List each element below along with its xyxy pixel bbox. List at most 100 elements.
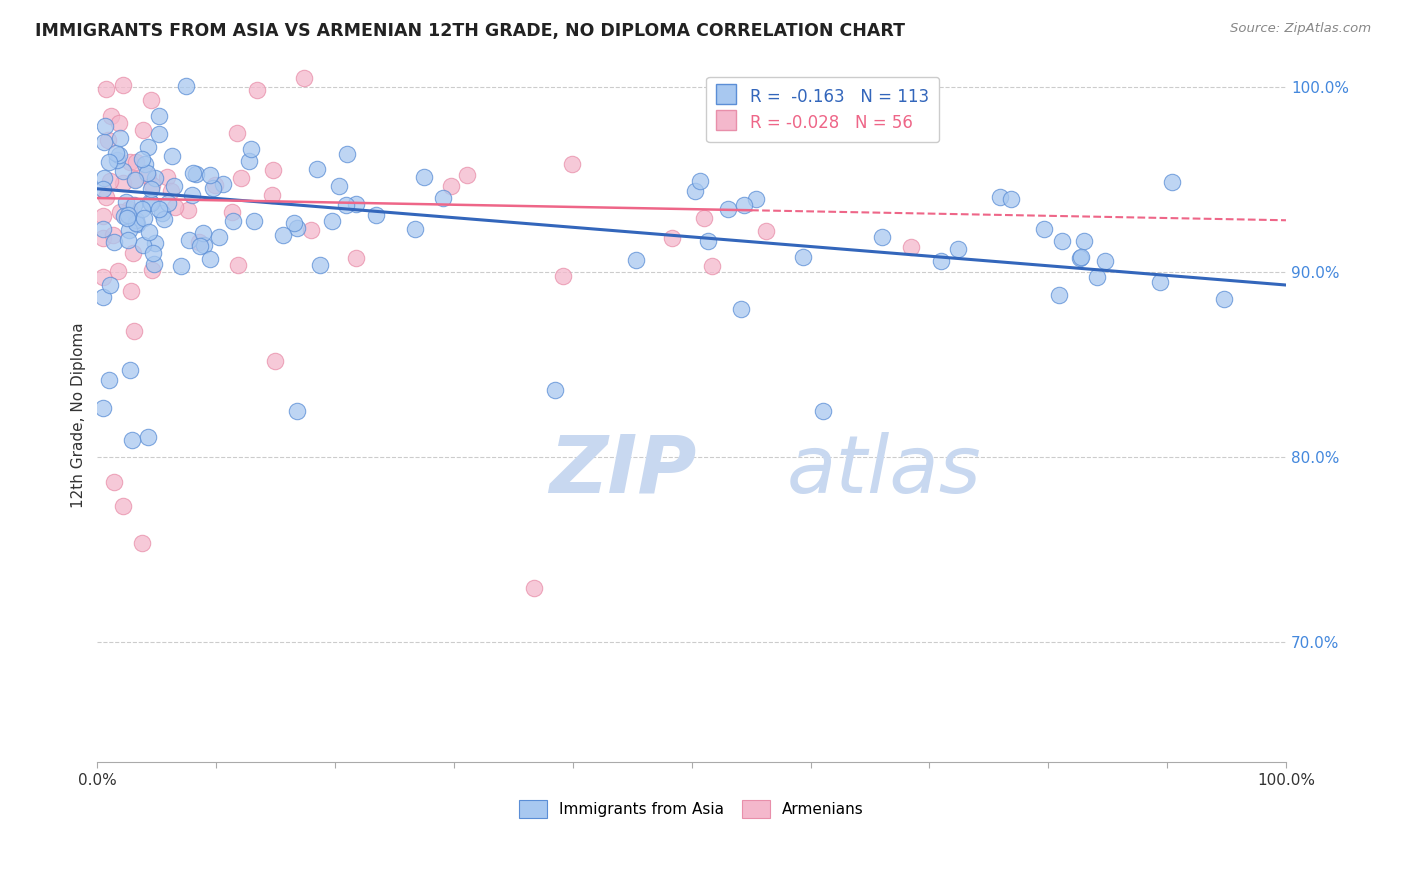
Point xyxy=(404,221,426,235)
Point xyxy=(328,178,350,193)
Point xyxy=(285,403,308,417)
Point xyxy=(138,225,160,239)
Point xyxy=(141,195,163,210)
Point xyxy=(1069,251,1091,265)
Point xyxy=(121,433,143,447)
Point xyxy=(170,259,193,273)
Point xyxy=(148,109,170,123)
Point xyxy=(122,324,145,338)
Point xyxy=(299,223,322,237)
Point xyxy=(98,278,121,293)
Point xyxy=(122,198,145,212)
Point xyxy=(118,363,141,377)
Point xyxy=(321,214,343,228)
Point xyxy=(292,70,315,85)
Point xyxy=(124,172,146,186)
Point xyxy=(165,200,187,214)
Point xyxy=(344,197,367,211)
Point xyxy=(148,202,170,216)
Point xyxy=(305,161,328,176)
Point xyxy=(661,231,683,245)
Point xyxy=(142,257,165,271)
Point xyxy=(696,234,718,248)
Point xyxy=(120,285,142,299)
Point xyxy=(553,268,575,283)
Point xyxy=(229,171,252,186)
Point xyxy=(946,242,969,256)
Point xyxy=(198,252,221,267)
Point xyxy=(105,145,128,160)
Point xyxy=(163,179,186,194)
Point xyxy=(811,404,834,418)
Point xyxy=(262,188,284,202)
Point xyxy=(93,171,115,186)
Point xyxy=(131,536,153,550)
Point xyxy=(94,120,117,134)
Point xyxy=(103,235,125,249)
Point xyxy=(150,206,173,220)
Point xyxy=(103,228,125,243)
Point xyxy=(1094,254,1116,268)
Point xyxy=(212,177,235,191)
Point xyxy=(176,202,198,217)
Point xyxy=(118,155,141,169)
Point xyxy=(181,188,204,202)
Point xyxy=(91,209,114,223)
Point xyxy=(226,126,249,140)
Point xyxy=(100,109,122,123)
Point xyxy=(121,245,143,260)
Point xyxy=(124,173,146,187)
Text: IMMIGRANTS FROM ASIA VS ARMENIAN 12TH GRADE, NO DIPLOMA CORRELATION CHART: IMMIGRANTS FROM ASIA VS ARMENIAN 12TH GR… xyxy=(35,22,905,40)
Point xyxy=(108,116,131,130)
Point xyxy=(141,93,163,107)
Point xyxy=(929,254,952,268)
Point xyxy=(91,182,114,196)
Point xyxy=(138,140,160,154)
Point xyxy=(125,212,148,227)
Point xyxy=(755,224,778,238)
Point xyxy=(98,155,121,169)
Point xyxy=(134,157,156,171)
Point xyxy=(285,221,308,235)
Point xyxy=(94,82,117,96)
Text: Source: ZipAtlas.com: Source: ZipAtlas.com xyxy=(1230,22,1371,36)
Point xyxy=(108,148,131,162)
Point xyxy=(100,174,122,188)
Point xyxy=(91,222,114,236)
Point xyxy=(193,238,215,252)
Point xyxy=(544,384,567,398)
Point xyxy=(226,258,249,272)
Point xyxy=(103,475,125,489)
Point xyxy=(131,152,153,166)
Point xyxy=(262,163,284,178)
Point xyxy=(792,250,814,264)
Point xyxy=(1070,251,1092,265)
Point xyxy=(413,169,436,184)
Point xyxy=(98,373,121,387)
Legend: Immigrants from Asia, Armenians: Immigrants from Asia, Armenians xyxy=(513,794,870,824)
Point xyxy=(176,78,198,93)
Point xyxy=(717,202,740,216)
Point xyxy=(132,211,155,226)
Point xyxy=(157,195,180,210)
Point xyxy=(148,127,170,141)
Point xyxy=(198,169,221,183)
Point xyxy=(456,168,478,182)
Point xyxy=(271,228,294,243)
Point xyxy=(141,178,163,192)
Point xyxy=(136,166,159,180)
Point xyxy=(221,205,243,219)
Point xyxy=(626,252,648,267)
Point xyxy=(745,193,768,207)
Point xyxy=(132,238,155,252)
Point xyxy=(115,211,138,226)
Point xyxy=(1161,175,1184,189)
Point xyxy=(136,430,159,444)
Point xyxy=(900,240,922,254)
Point xyxy=(191,226,214,240)
Point xyxy=(201,181,224,195)
Point xyxy=(118,223,141,237)
Point xyxy=(93,136,115,150)
Point xyxy=(91,269,114,284)
Point xyxy=(561,157,583,171)
